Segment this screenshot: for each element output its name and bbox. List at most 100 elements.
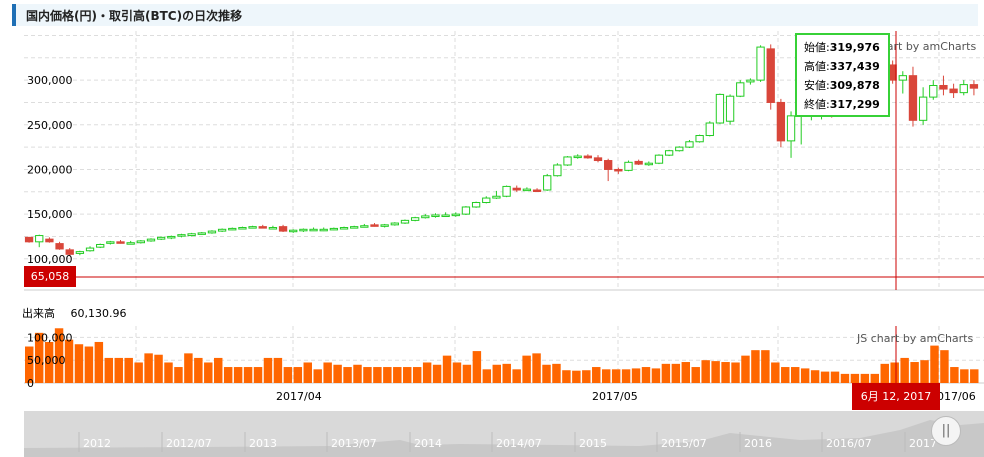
volume-bar — [631, 368, 641, 383]
price-tick-label: 100,000 — [27, 253, 73, 266]
candle-up — [959, 84, 968, 94]
volume-bar — [383, 367, 392, 383]
volume-series[interactable] — [25, 328, 979, 383]
scrollbar-navigator[interactable]: 2012 2012/07 2013 2013/07 2014 2014/07 2015 201… — [24, 411, 984, 457]
volume-bar — [820, 371, 830, 383]
volume-value: 60,130.96 — [70, 307, 127, 320]
volume-bar — [761, 350, 770, 383]
tooltip-low-value: 309,878 — [829, 79, 880, 92]
candle-up — [664, 150, 674, 156]
candle-up — [400, 219, 410, 224]
candle-up — [268, 227, 278, 230]
volume-bar — [900, 357, 909, 383]
candle-down — [65, 249, 74, 255]
volume-bar — [293, 367, 303, 383]
candle-down — [24, 236, 34, 243]
chart-header: 国内価格(円)・取引高(BTC)の日次推移 — [12, 4, 978, 26]
volume-bar — [860, 373, 870, 383]
chart-title: 国内価格(円)・取引高(BTC)の日次推移 — [26, 9, 243, 23]
candle-up — [725, 95, 735, 122]
candle-up — [543, 175, 552, 191]
candle-up — [441, 214, 450, 218]
tooltip-high-value: 337,439 — [829, 60, 880, 73]
volume-bar — [840, 373, 850, 383]
volume-bar — [810, 370, 820, 383]
volume-bar — [273, 357, 283, 383]
candle-up — [390, 222, 399, 226]
volume-bar — [492, 364, 501, 383]
volume-bar — [870, 373, 880, 383]
volume-bar — [223, 367, 233, 383]
candle-up — [187, 233, 196, 237]
cursor-price-label: 65,058 — [24, 266, 76, 287]
x-tick-label: 2017/05 — [592, 390, 638, 403]
candle-up — [329, 227, 339, 231]
volume-bar — [462, 364, 472, 383]
volume-bar — [910, 362, 919, 383]
volume-bar — [243, 367, 253, 383]
candle-up — [238, 227, 247, 230]
candle-down — [776, 101, 786, 142]
volume-bar — [25, 346, 34, 383]
candle-down — [604, 160, 613, 170]
scrollbar-handle[interactable]: || — [931, 416, 961, 446]
volume-chart-credit[interactable]: JS chart by amCharts — [857, 332, 974, 345]
volume-bar — [790, 367, 800, 383]
candle-up — [35, 235, 44, 243]
candle-up — [360, 225, 369, 228]
candle-up — [421, 215, 430, 219]
candle-up — [675, 146, 684, 152]
candle-up — [746, 79, 755, 83]
candle-up — [461, 206, 471, 215]
navigator-year-label: 2013 — [249, 437, 277, 450]
candle-up — [167, 235, 176, 239]
candle-up — [85, 247, 95, 252]
volume-bar — [850, 373, 860, 383]
navigator-year-label: 2014 — [414, 437, 442, 450]
volume-bar — [114, 357, 123, 383]
tooltip-close-value: 317,299 — [829, 98, 880, 111]
candle-up — [431, 214, 440, 218]
candle-down — [908, 75, 918, 121]
volume-readout: 出来高 60,130.96 — [22, 305, 138, 321]
volume-tick-label: 50,000 — [27, 354, 66, 367]
volume-bar — [482, 369, 492, 383]
navigator-year-label: 2016 — [744, 437, 772, 450]
candle-up — [644, 162, 653, 166]
candle-up — [482, 197, 491, 204]
volume-bar — [263, 357, 273, 383]
volume-bar — [104, 357, 114, 383]
candle-up — [451, 213, 460, 217]
candle-down — [258, 226, 267, 229]
volume-bar — [363, 367, 372, 383]
volume-bar — [781, 367, 790, 383]
candle-up — [106, 241, 115, 244]
volume-bar — [333, 364, 342, 383]
candle-up — [177, 234, 186, 237]
volume-bar — [64, 339, 74, 383]
candle-down — [116, 241, 125, 244]
volume-bar — [522, 355, 531, 383]
candle-up — [563, 156, 572, 166]
price-tick-label: 200,000 — [27, 163, 73, 176]
candle-up — [410, 217, 420, 221]
price-tick-label: 300,000 — [27, 74, 73, 87]
candle-up — [736, 82, 745, 97]
volume-bar — [830, 371, 840, 383]
volume-bar — [890, 362, 899, 383]
candle-down — [512, 187, 521, 191]
candle-down — [614, 168, 623, 172]
volume-tick-label: 0 — [27, 377, 34, 390]
volume-bar — [731, 362, 740, 383]
candle-down — [949, 88, 958, 94]
navigator-year-label: 2015/07 — [661, 437, 707, 450]
candle-down — [888, 64, 897, 81]
volume-bar — [74, 344, 84, 383]
volume-bar — [174, 367, 183, 383]
candle-up — [289, 229, 298, 233]
volume-bar — [532, 353, 541, 383]
volume-bar — [502, 363, 511, 383]
volume-bar — [412, 367, 422, 383]
volume-bar — [592, 367, 601, 383]
